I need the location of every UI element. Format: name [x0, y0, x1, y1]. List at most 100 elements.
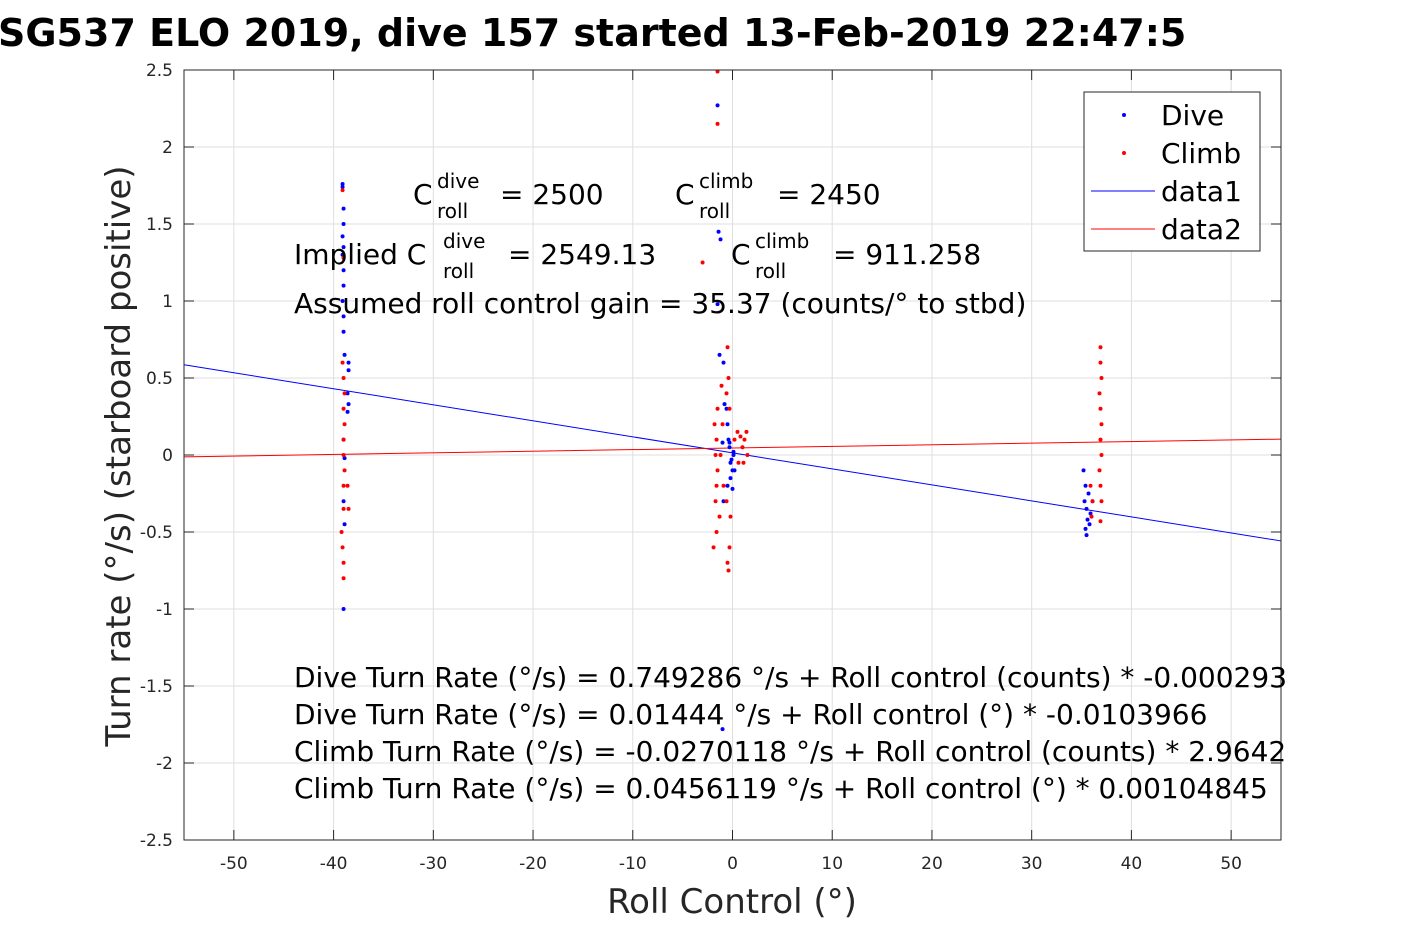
x-tick-label: 30	[1021, 854, 1043, 874]
y-tick-label: 2.5	[146, 61, 173, 81]
point-climb	[1099, 376, 1104, 380]
x-tick-label: 50	[1220, 854, 1242, 874]
legend: Dive Climb data1 data2	[1083, 91, 1261, 252]
point-dive	[346, 360, 351, 365]
y-tick-label: -1.5	[140, 677, 173, 697]
point-dive	[721, 360, 726, 365]
point-dive	[340, 252, 345, 257]
point-climb	[740, 445, 745, 450]
implied-climb-sub: roll	[755, 259, 786, 283]
point-climb	[724, 499, 729, 504]
point-climb	[340, 188, 345, 193]
point-climb	[342, 422, 347, 427]
point-climb	[727, 545, 732, 550]
point-climb	[340, 545, 345, 550]
legend-box	[1083, 91, 1261, 252]
point-climb	[700, 260, 705, 265]
point-dive	[1083, 526, 1088, 531]
x-tick-label: -30	[419, 854, 447, 874]
point-climb	[1097, 468, 1102, 473]
point-climb	[340, 360, 345, 365]
point-climb	[715, 69, 720, 74]
implied-dive-sup: dive	[443, 229, 485, 253]
point-climb	[715, 121, 720, 126]
point-climb	[741, 460, 746, 465]
point-dive	[726, 437, 731, 442]
dive-rate-counts-annotation: Dive Turn Rate (°/s) = 0.749286 °/s + Ro…	[294, 661, 1287, 694]
point-climb	[713, 453, 718, 457]
point-climb	[341, 376, 346, 380]
point-dive	[724, 406, 729, 411]
point-dive	[715, 103, 720, 108]
y-tick-label: -2.5	[140, 831, 173, 851]
c-climb-label: C	[675, 178, 695, 211]
point-dive	[341, 245, 346, 250]
point-climb	[725, 345, 730, 350]
point-dive	[345, 409, 350, 414]
point-dive	[1084, 506, 1089, 511]
point-dive	[731, 453, 736, 457]
point-dive	[341, 499, 346, 504]
y-ticks: -2.5 -2 -1.5 -1 -0.5 0 0.5 1 1.5 2 2.5	[140, 61, 1281, 851]
point-dive	[716, 229, 721, 234]
point-dive	[341, 206, 346, 211]
implied-coefficient-annotation: Implied C dive roll = 2549.13 C climb ro…	[294, 229, 981, 283]
point-climb	[744, 429, 749, 434]
x-tick-label: 40	[1121, 854, 1143, 874]
point-dive	[1081, 468, 1086, 473]
point-dive	[341, 329, 346, 334]
x-tick-label: -40	[320, 854, 348, 874]
implied-climb-value: = 911.258	[833, 238, 981, 271]
point-climb	[1098, 345, 1103, 350]
c-dive-sup: dive	[437, 169, 479, 193]
point-climb	[1097, 391, 1102, 396]
y-tick-label: -1	[156, 600, 173, 620]
point-climb	[1090, 499, 1095, 504]
point-climb	[345, 483, 350, 488]
x-ticks: -50 -40 -30 -20 -10 0 10 20 30 40 50	[220, 70, 1242, 874]
point-dive	[341, 222, 346, 226]
point-climb	[738, 434, 743, 439]
point-climb	[732, 437, 737, 442]
y-tick-label: 0.5	[146, 369, 173, 389]
y-tick-label: 2	[162, 138, 173, 158]
point-climb	[341, 560, 346, 565]
legend-data2-label: data2	[1161, 213, 1242, 246]
point-dive	[722, 402, 727, 407]
point-climb	[1098, 406, 1103, 411]
series-line-data2	[183, 438, 1282, 458]
point-dive	[346, 402, 351, 407]
point-dive	[341, 268, 346, 273]
c-climb-sup: climb	[699, 169, 753, 193]
x-tick-label: -50	[220, 854, 248, 874]
point-dive	[727, 440, 732, 445]
point-climb	[726, 376, 731, 380]
point-climb	[736, 460, 741, 465]
point-dive	[1084, 533, 1089, 538]
point-climb	[341, 437, 346, 442]
y-tick-label: 1	[162, 292, 173, 312]
point-climb	[341, 406, 346, 411]
point-dive	[721, 499, 726, 504]
point-climb	[1098, 519, 1103, 524]
point-dive	[342, 522, 347, 527]
climb-rate-counts-annotation: Climb Turn Rate (°/s) = -0.0270118 °/s +…	[294, 735, 1286, 768]
point-dive	[1085, 517, 1090, 522]
y-tick-label: 1.5	[146, 215, 173, 235]
legend-data1-label: data1	[1161, 175, 1242, 208]
x-tick-label: -20	[519, 854, 547, 874]
scatter-points	[339, 69, 1104, 732]
point-climb	[341, 576, 346, 581]
point-dive	[340, 185, 345, 190]
legend-climb-label: Climb	[1161, 137, 1241, 170]
point-climb	[715, 406, 720, 411]
y-tick-label: -0.5	[140, 523, 173, 543]
y-tick-label: 0	[162, 446, 173, 466]
point-climb	[1098, 437, 1103, 442]
point-climb	[714, 437, 719, 442]
point-climb	[724, 391, 729, 396]
point-dive	[340, 299, 345, 303]
point-dive	[729, 457, 734, 462]
c-climb-value: = 2450	[777, 178, 881, 211]
